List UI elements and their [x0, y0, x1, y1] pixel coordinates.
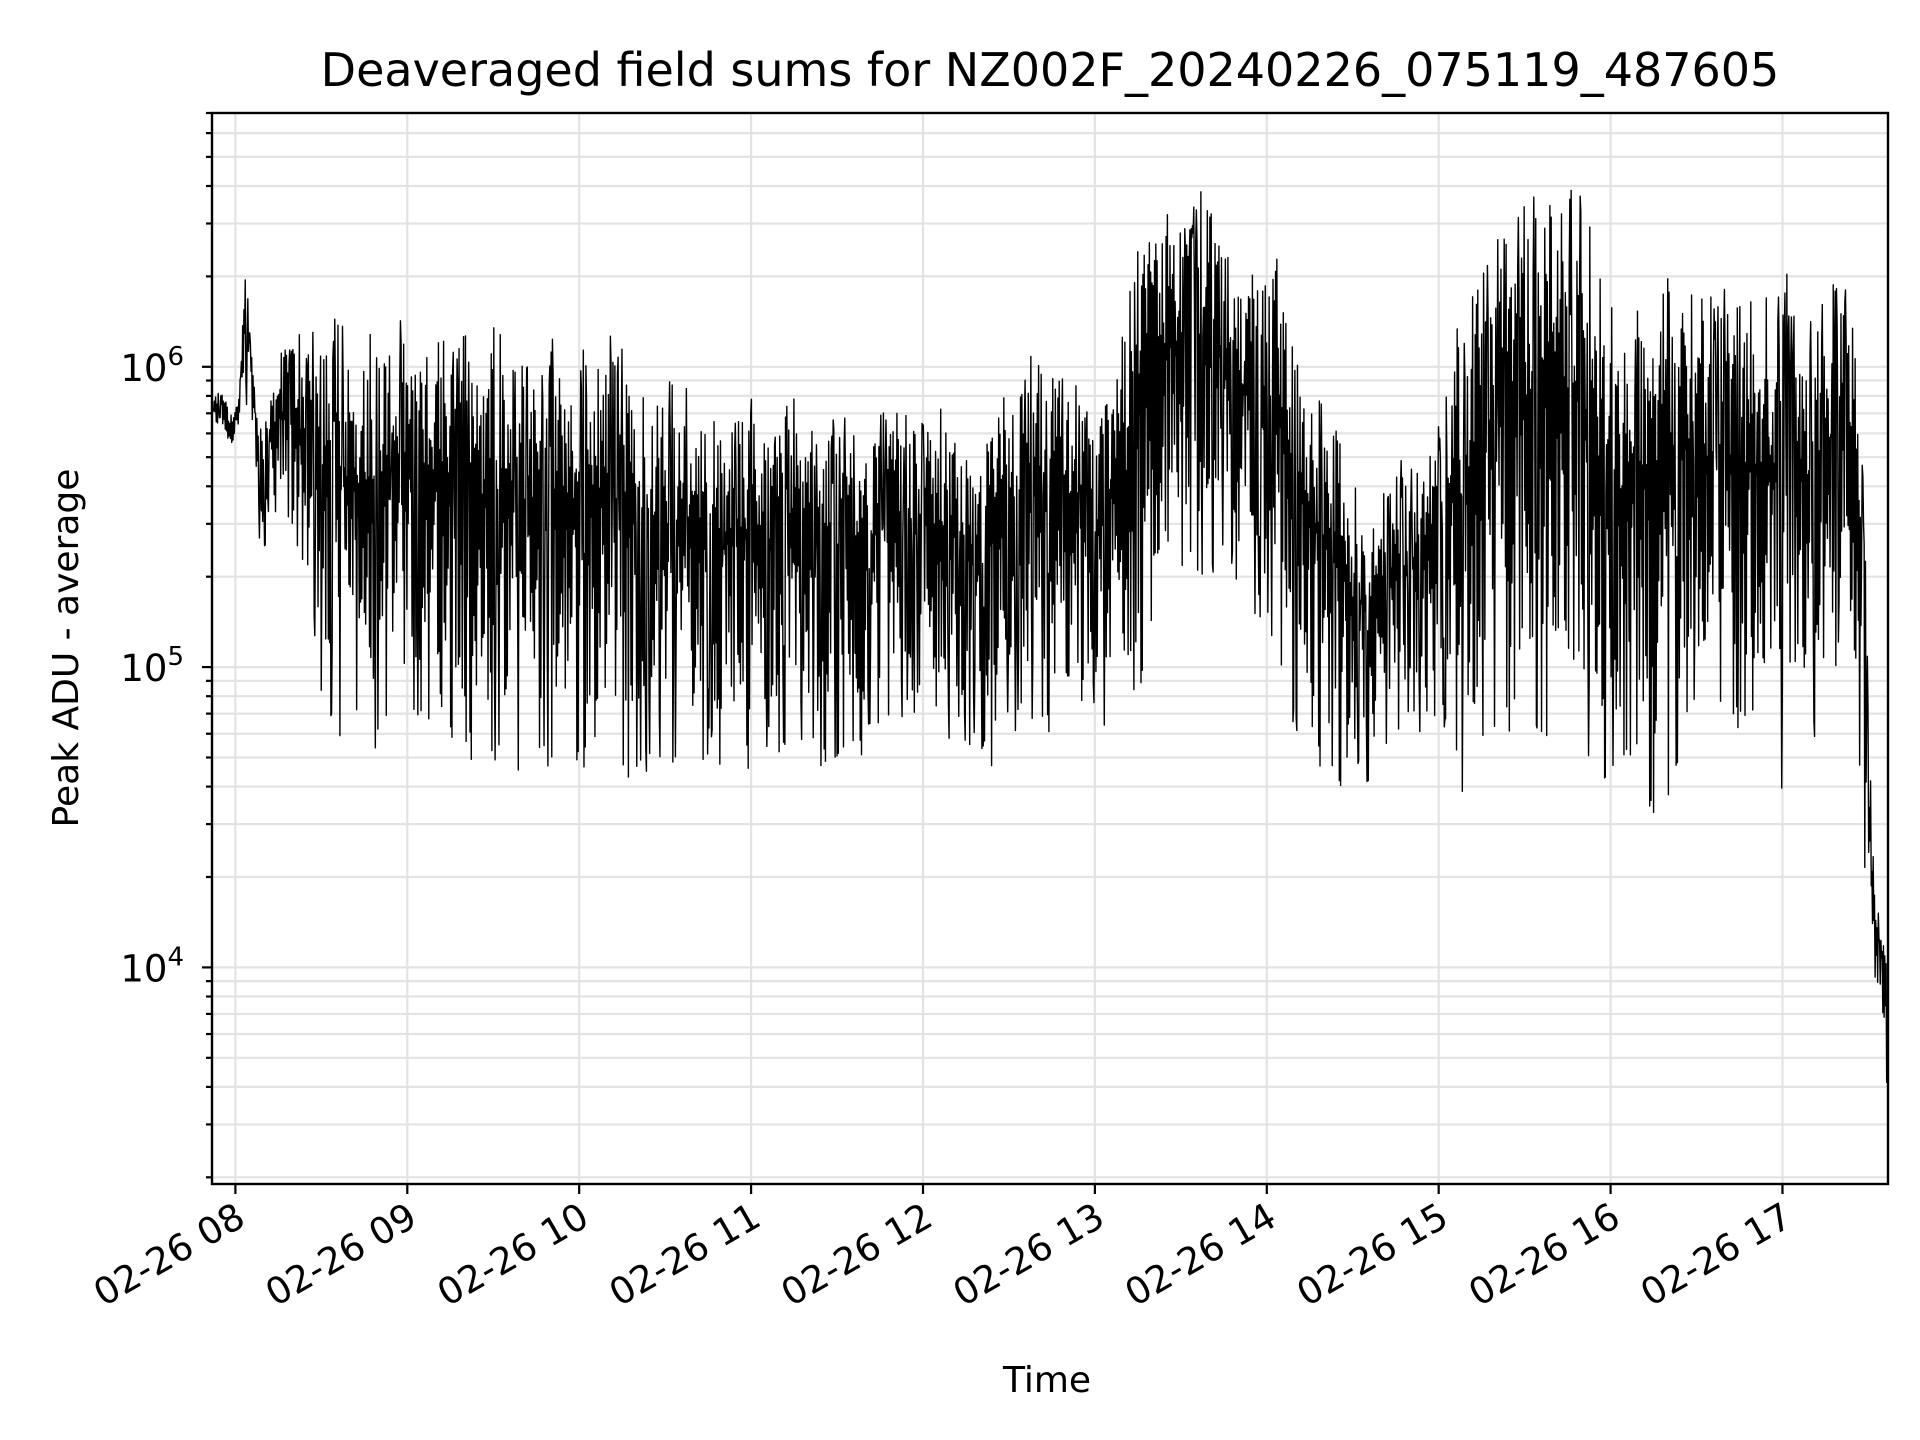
y-tick-label-exponent: 6 [167, 342, 184, 372]
y-tick-label: 106 [120, 342, 184, 390]
x-axis-label: Time [1002, 1360, 1091, 1401]
series-layer [212, 189, 1888, 1084]
y-tick-label: 104 [120, 942, 184, 990]
y-tick-label-base: 10 [120, 647, 167, 690]
y-tick-label-base: 10 [120, 947, 167, 990]
plot-frame [210, 111, 1890, 1186]
series-line [212, 189, 1888, 1084]
chart-title: Deaveraged field sums for NZ002F_2024022… [321, 43, 1780, 97]
y-tick-label: 105 [120, 642, 184, 690]
plot-clip-wrapper [212, 189, 1888, 1084]
y-axis-label: Peak ADU - average [46, 469, 87, 828]
y-tick-label-exponent: 5 [167, 642, 184, 672]
y-tick-label-base: 10 [120, 347, 167, 390]
y-tick-label-exponent: 4 [167, 942, 184, 972]
